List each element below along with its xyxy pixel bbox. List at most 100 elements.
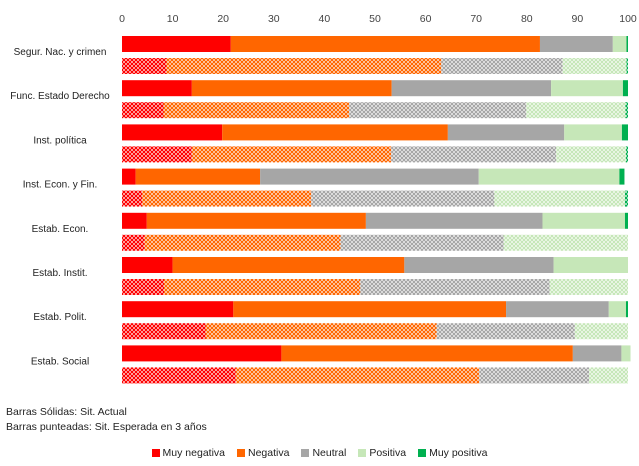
bar-expected-segur-nac-y-crimen-neutral [441,58,563,74]
bar-actual-estab-econ-positiva [542,212,625,229]
bar-actual-inst-econ-y-fin-neutral [260,168,479,185]
bar-expected-estab-econ-negativa [144,234,341,251]
bar-actual-estab-econ-neutral [365,212,543,229]
bar-actual-inst-politica-positiva [564,124,622,141]
bar-expected-func-estado-derecho-neutral [349,102,527,119]
bar-expected-estab-polit-negativa [205,323,437,340]
bar-actual-estab-instit-negativa [172,257,405,273]
x-tick-label: 10 [167,13,179,25]
legend-swatch [418,449,427,457]
bar-actual-estab-econ-muy-negativa [122,212,147,229]
bar-actual-estab-polit-positiva [608,301,626,318]
x-tick-label: 40 [319,13,331,25]
bar-actual-estab-social-neutral [572,345,622,362]
category-label-estab-instit: Estab. Instit. [32,268,87,279]
category-label-segur-nac-y-crimen: Segur. Nac. y crimen [14,47,107,58]
bar-expected-func-estado-derecho-positiva [526,102,626,119]
bar-expected-inst-politica-neutral [391,146,557,163]
bar-expected-inst-politica-negativa [191,146,392,163]
bar-actual-estab-instit-muy-negativa [122,257,173,273]
bar-expected-estab-econ-neutral [340,234,504,251]
bar-actual-segur-nac-y-crimen-muy-negativa [122,36,231,52]
category-label-estab-social: Estab. Social [31,356,89,367]
bar-expected-estab-social-muy-negativa [122,367,236,384]
bar-expected-inst-econ-y-fin-negativa [142,190,312,207]
category-label-inst-econ-y-fin: Inst. Econ. y Fin. [23,180,97,191]
bar-actual-inst-politica-neutral [447,124,565,141]
bar-actual-estab-social-muy-negativa [122,345,282,362]
bar-actual-estab-instit-positiva [553,257,628,273]
bar-expected-estab-polit-muy-negativa [122,323,206,340]
legend-swatch [151,449,160,457]
category-labels: Segur. Nac. y crimen Func. Estado Derecho… [10,47,110,367]
bar-expected-inst-econ-y-fin-muy-positiva [624,190,628,207]
legend-swatch [237,449,245,457]
bar-actual-segur-nac-y-crimen-negativa [230,36,540,52]
bar-actual-estab-instit-neutral [404,257,554,273]
category-label-inst-politica: Inst. política [33,135,87,146]
bar-actual-estab-polit-negativa [233,301,507,318]
legend-label: Neutral [312,447,347,459]
legend-item-neutral: Neutral [301,447,346,459]
bar-expected-estab-social-negativa [235,367,480,384]
bar-actual-inst-econ-y-fin-negativa [135,168,261,185]
bar-actual-segur-nac-y-crimen-muy-positiva [626,36,628,52]
legend-label: Muy positiva [429,447,488,459]
bar-actual-estab-econ-negativa [146,212,366,229]
bar-actual-inst-econ-y-fin-muy-positiva [619,168,625,185]
bar-actual-func-estado-derecho-muy-positiva [622,80,628,97]
category-label-func-estado-derecho: Func. Estado Derecho [10,91,110,102]
legend-item-muy-positiva: Muy positiva [418,447,487,459]
x-tick-label: 100 [619,13,637,25]
bar-expected-estab-polit-positiva [574,323,628,340]
legend-label: Negativa [248,447,290,459]
bar-actual-estab-econ-muy-positiva [624,212,628,229]
bar-expected-segur-nac-y-crimen-positiva [562,58,627,74]
bar-actual-func-estado-derecho-neutral [391,80,552,97]
bar-expected-inst-econ-y-fin-positiva [494,190,625,207]
bar-expected-estab-instit-negativa [163,279,361,295]
bar-expected-estab-econ-positiva [503,234,628,251]
bar-actual-inst-econ-y-fin-muy-negativa [122,168,136,185]
bar-expected-inst-politica-muy-negativa [122,146,192,163]
bar-actual-estab-polit-neutral [506,301,609,318]
legend-item-negativa: Negativa [237,447,289,459]
bar-actual-func-estado-derecho-negativa [191,80,392,97]
bar-actual-segur-nac-y-crimen-positiva [612,36,627,52]
bar-expected-func-estado-derecho-muy-positiva [625,102,628,119]
bar-actual-inst-politica-muy-negativa [122,124,223,141]
legend-label: Positiva [369,447,407,459]
category-label-estab-polit: Estab. Polit. [33,312,86,323]
bar-expected-inst-econ-y-fin-muy-negativa [122,190,143,207]
bar-expected-segur-nac-y-crimen-negativa [166,58,442,74]
bars [122,36,631,384]
bar-expected-estab-econ-muy-negativa [122,234,145,251]
bar-expected-inst-politica-positiva [556,146,626,163]
legend-label: Muy negativa [162,447,225,459]
bar-expected-estab-social-neutral [479,367,590,384]
legend: Muy negativa Negativa Neutral Positiva Muy p… [0,447,639,459]
bar-actual-segur-nac-y-crimen-neutral [539,36,613,52]
bar-actual-estab-social-positiva [621,345,631,362]
x-tick-label: 60 [420,13,432,25]
x-tick-label: 50 [369,13,381,25]
x-tick-label: 20 [217,13,229,25]
bar-actual-estab-polit-muy-negativa [122,301,234,318]
bar-expected-inst-politica-muy-positiva [625,146,628,163]
bar-actual-func-estado-derecho-muy-negativa [122,80,192,97]
x-tick-label: 0 [119,13,125,25]
bar-actual-estab-polit-muy-positiva [625,301,628,318]
bar-expected-estab-polit-neutral [436,323,575,340]
bar-expected-inst-econ-y-fin-neutral [311,190,495,207]
legend-swatch [301,449,310,457]
bar-expected-estab-social-positiva [589,367,628,384]
bar-actual-inst-politica-negativa [222,124,448,141]
bar-expected-estab-instit-positiva [549,279,628,295]
bar-actual-func-estado-derecho-positiva [551,80,623,97]
note-dotted-bars: Barras punteadas: Sit. Esperada en 3 año… [6,421,207,433]
x-tick-label: 80 [521,13,533,25]
bar-expected-func-estado-derecho-muy-negativa [122,102,164,119]
bar-actual-estab-social-negativa [281,345,573,362]
x-tick-label: 90 [572,13,584,25]
legend-item-positiva: Positiva [358,447,406,459]
